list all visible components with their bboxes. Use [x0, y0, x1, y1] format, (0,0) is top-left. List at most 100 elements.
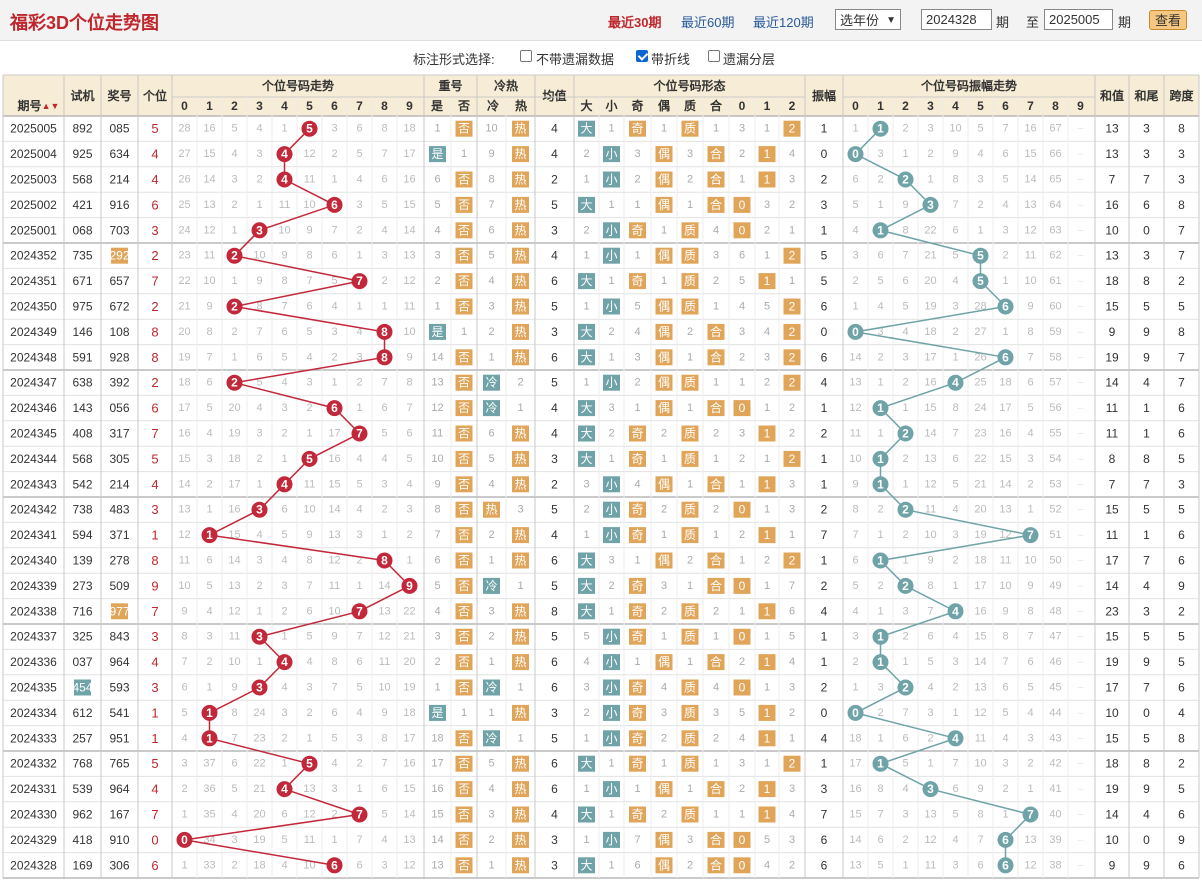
amp-miss: 1 [1027, 504, 1033, 516]
form-cell: 大 [580, 554, 592, 568]
coldhot-miss: 5 [488, 758, 494, 770]
coldhot-miss: 5 [488, 250, 494, 262]
trend-miss: 4 [381, 453, 387, 465]
trend-ball-digit: 5 [306, 122, 313, 136]
form-cell-bg [707, 323, 725, 340]
coldhot-cell: 热 [514, 147, 526, 161]
trend-miss: 4 [381, 834, 387, 846]
trend-miss: 7 [231, 732, 237, 744]
period-30-link[interactable]: 最近30期 [608, 15, 662, 30]
trend-miss: 4 [406, 478, 412, 490]
trial-number: 037 [72, 655, 92, 669]
unit-digit: 8 [151, 553, 158, 568]
period-120-link[interactable]: 最近120期 [753, 15, 814, 30]
coldhot-miss: 4 [488, 783, 494, 795]
amp-miss: 1 [902, 478, 908, 490]
amp-miss: 21 [974, 478, 986, 490]
period-60-link[interactable]: 最近60期 [681, 15, 735, 30]
trend-miss: 14 [203, 174, 215, 186]
form-miss: 3 [789, 174, 795, 186]
form-cell-bg [707, 400, 725, 417]
repeat-cell-bg [455, 298, 473, 315]
trend-miss: 4 [181, 732, 187, 744]
trend-miss: 5 [181, 707, 187, 719]
prize-number: 541 [109, 706, 129, 720]
amp-miss: 9 [952, 148, 958, 160]
amp-miss: 1 [902, 656, 908, 668]
form-cell: 质 [684, 249, 696, 263]
trend-miss: 14 [378, 580, 390, 592]
form-cell: 1 [764, 706, 771, 720]
search-button[interactable]: 查看 [1149, 10, 1187, 30]
coldhot-cell-bg [483, 374, 500, 391]
form-miss: 6 [789, 605, 795, 617]
form-miss: 2 [739, 453, 745, 465]
form-cell-bg [681, 273, 699, 290]
header-form-col: 偶 [658, 98, 670, 113]
from-issue-input[interactable]: 2024328 [921, 9, 992, 30]
repeat-miss: 2 [434, 656, 440, 668]
amp-miss: 3 [952, 301, 958, 313]
unit-digit: 5 [151, 121, 158, 136]
repeat-cell-bg [455, 222, 473, 239]
option-no-miss-label[interactable]: 不带遗漏数据 [536, 52, 615, 67]
trend-miss: 1 [331, 174, 337, 186]
option-polyline-checkbox[interactable] [636, 50, 648, 62]
option-layer-checkbox[interactable] [708, 50, 720, 62]
repeat-cell-bg [455, 501, 473, 518]
to-issue-input[interactable]: 2025005 [1044, 9, 1113, 30]
trend-ball [276, 146, 293, 163]
trial-number: 568 [72, 452, 92, 466]
amplitude-value: 1 [821, 477, 828, 491]
coldhot-miss: 3 [488, 809, 494, 821]
coldhot-miss: 2 [488, 834, 494, 846]
amp-miss: 3 [877, 682, 883, 694]
amp-ball-digit: 6 [1002, 300, 1009, 314]
form-miss: 1 [608, 859, 614, 871]
trend-miss: 2 [231, 326, 237, 338]
amp-miss: 11 [1025, 250, 1036, 262]
amp-miss: 14 [974, 656, 986, 668]
amp-miss: 3 [927, 123, 933, 135]
amp-miss: 4 [1002, 732, 1008, 744]
amp-ball-digit: 6 [1002, 350, 1009, 364]
form-cell: 合 [710, 172, 722, 187]
form-cell-bg [603, 730, 620, 747]
issue-number: 2024340 [10, 554, 57, 568]
option-layer-label[interactable]: 遗漏分层 [723, 52, 776, 67]
form-miss: 1 [739, 478, 745, 490]
option-polyline-label[interactable]: 带折线 [651, 52, 691, 67]
repeat-cell: 否 [458, 554, 470, 568]
repeat-cell-bg [455, 603, 473, 620]
trend-miss: 8 [256, 301, 262, 313]
amp-ball-digit: 1 [877, 630, 884, 644]
form-cell: 奇 [631, 604, 643, 618]
form-cell: 1 [764, 782, 771, 796]
trend-ball [226, 298, 243, 315]
form-miss: 1 [608, 758, 614, 770]
trend-miss: 7 [381, 377, 387, 389]
repeat-cell-bg [455, 247, 473, 264]
trend-miss: 9 [381, 707, 387, 719]
amp-polyline [853, 128, 1032, 866]
repeat-cell-bg [455, 679, 473, 696]
year-select[interactable]: 选年份 ▼ [835, 9, 901, 30]
form-cell-bg [707, 654, 725, 671]
amp-ball [972, 273, 989, 290]
avg-value: 6 [551, 681, 558, 695]
coldhot-cell: 热 [514, 858, 526, 872]
form-miss: 2 [661, 809, 667, 821]
repeat-cell-bg [455, 374, 473, 391]
sum-value: 13 [1105, 122, 1119, 136]
trend-miss: 2 [356, 555, 362, 567]
coldhot-cell-bg [512, 527, 529, 544]
form-miss: 2 [608, 326, 614, 338]
trend-miss: 1 [356, 783, 362, 795]
option-no-miss-checkbox[interactable] [520, 50, 532, 62]
coldhot-cell: 热 [514, 782, 526, 796]
trend-miss: 12 [403, 275, 415, 287]
sort-icon[interactable]: ▲▼ [42, 101, 60, 111]
amp-miss: 1 [877, 529, 883, 541]
repeat-cell-bg [455, 527, 473, 544]
amplitude-value: 4 [821, 376, 828, 390]
